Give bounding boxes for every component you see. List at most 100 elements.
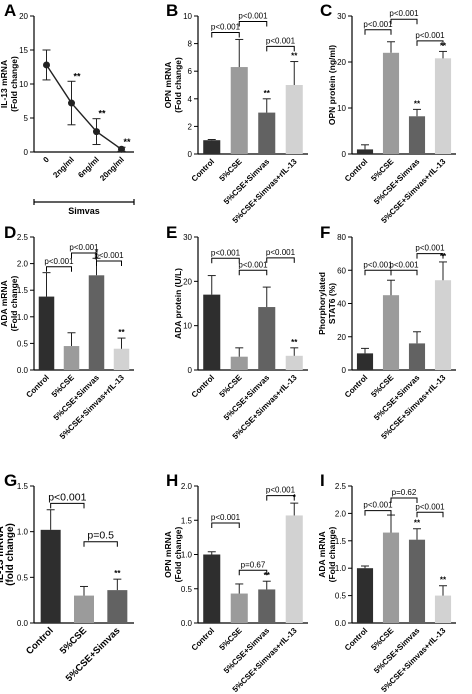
significance-mark: ** [99,109,107,119]
comparison-bracket [238,269,268,276]
x-tick-label: 20ng/ml [98,155,126,183]
bar [230,67,248,154]
bar [74,595,94,623]
x-tick-label: Control [24,625,56,657]
comparison-bracket [211,522,240,528]
x-tick-label: Control [343,626,369,652]
comparison-bracket [364,269,392,276]
p-value-label: p=0.5 [87,530,114,542]
comparison-bracket [211,257,240,264]
bar [63,346,80,370]
panel-letter: I [320,471,325,490]
y-axis-label: OPN protein (ng/ml) [327,45,337,125]
y-axis-label: OPN mRNA [163,62,173,109]
y-tick-label: 2.0 [181,482,193,491]
y-tick-label: 60 [337,266,346,275]
y-tick-label: 1.5 [181,516,193,525]
comparison-bracket [390,18,418,25]
panel-letter: B [166,1,178,20]
y-tick-label: 10 [183,322,192,331]
group-label: Simvas [68,206,100,216]
y-tick-label: 0 [24,148,29,157]
comparison-bracket [416,253,444,259]
data-point [68,99,75,107]
significance-mark: ** [440,41,447,50]
y-tick-label: 0.0 [335,619,347,628]
x-tick-label: Control [343,157,369,183]
x-tick-label: Control [24,373,50,399]
y-axis-label: Phorphorylated [317,272,327,335]
y-tick-label: 0.0 [17,366,29,375]
y-tick-label: 6 [188,67,193,76]
comparison-bracket [50,502,85,509]
y-axis-label: STAT6 (%) [327,283,337,324]
y-axis-label: ADA mRNA [0,280,9,326]
significance-mark: ** [114,569,121,578]
comparison-bracket [390,497,418,504]
x-tick-label: Control [343,373,369,399]
y-tick-label: 20 [19,12,28,21]
panel-letter: D [4,223,16,242]
x-tick-label: 5%CSE [217,626,244,653]
comparison-bracket [266,257,295,263]
comparison-bracket [416,40,444,46]
bar [356,353,374,370]
p-value-label: p<0.001 [48,491,86,503]
y-tick-label: 0.0 [17,619,29,628]
panel-d: D 0.0 0.5 1.0 1.5 2.0 2.5 ADA mRNA (Fold change)… [0,223,134,441]
bar [230,356,248,370]
y-axis-label: (Fold change) [9,275,19,331]
y-tick-label: 30 [337,12,346,21]
x-tick-label: 0 [41,155,51,165]
x-tick-label: 5%CSE [58,625,89,656]
bar [285,355,303,370]
bar [434,280,452,370]
significance-mark: ** [440,576,447,585]
y-axis-label: (Fold change) [327,526,337,582]
y-tick-label: 30 [183,233,192,242]
bar [230,593,248,623]
y-axis-label: (Fold change) [9,56,19,112]
x-tick-label: Control [190,157,216,183]
bar [356,568,374,623]
comparison-bracket [83,541,118,547]
bar [258,589,276,623]
bar [285,515,303,623]
panel-h: H 0.0 0.5 1.0 1.5 2.0 OPN mRNA (Fold change) Con… [163,471,308,694]
bar [382,52,400,154]
y-axis-label: (Fold change) [173,57,183,113]
p-value-label: p<0.001 [211,23,241,32]
y-tick-label: 2.0 [335,509,347,518]
significance-mark: ** [124,137,132,147]
data-point [118,145,125,153]
x-tick-label: Control [190,626,216,652]
y-tick-label: 2.5 [335,482,347,491]
data-point [43,61,50,69]
x-tick-label: 6ng/ml [76,155,101,180]
significance-mark: ** [74,71,82,81]
y-axis-label: ADA protein (U/L) [173,268,183,339]
bar [203,554,221,623]
significance-mark: ** [291,338,298,347]
p-value-label: p<0.001 [266,36,296,45]
bar [258,112,276,154]
y-tick-label: 0.5 [181,585,193,594]
p-value-label: p<0.001 [69,243,99,252]
y-tick-label: 1.0 [17,528,29,537]
bar [382,295,400,370]
p-value-label: p<0.001 [238,12,268,21]
significance-mark: ** [264,571,271,580]
comparison-bracket [211,32,240,38]
y-tick-label: 8 [188,40,193,49]
bar [38,296,55,370]
significance-mark: ** [414,519,421,528]
panel-f: F 0 20 40 60 80 Phorphorylated STAT6 (%) Control… [317,223,456,441]
y-axis-label: (Fold change) [173,526,183,582]
y-tick-label: 1.5 [17,286,29,295]
comparison-bracket [266,495,295,501]
y-tick-label: 40 [337,300,346,309]
panel-b: B 0 2 4 6 8 10 OPN mRNA (Fold change) Control 5%CS… [163,1,308,225]
y-tick-label: 0.5 [17,339,29,348]
p-value-label: p<0.001 [389,260,419,269]
significance-mark: ** [291,52,298,61]
